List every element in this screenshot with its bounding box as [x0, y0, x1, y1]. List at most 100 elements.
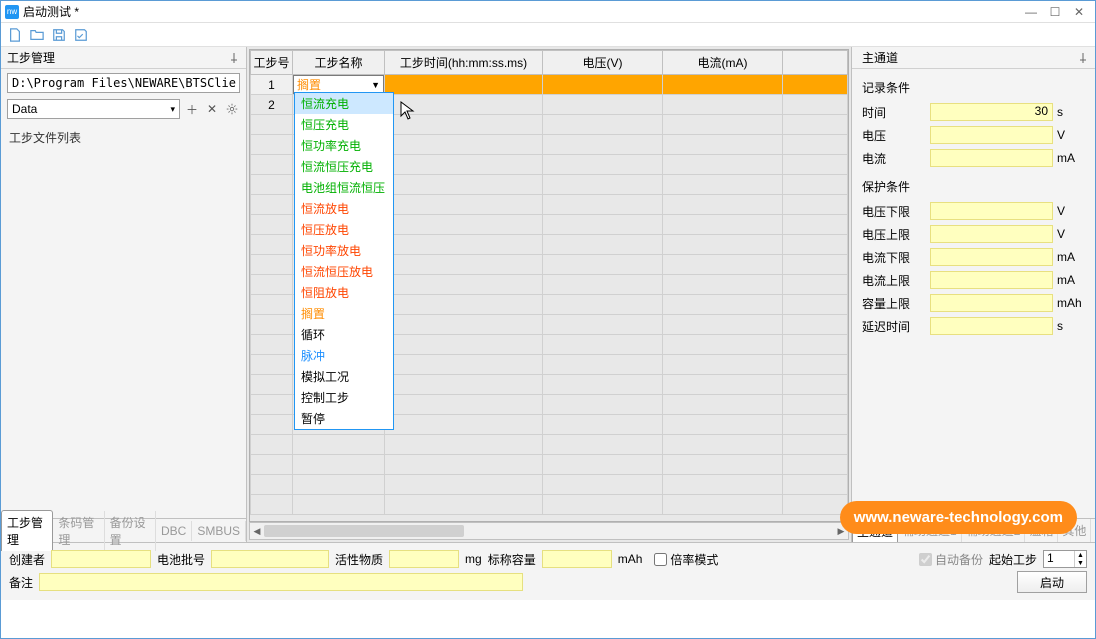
- current-unit: mA: [1057, 151, 1085, 165]
- launch-button[interactable]: 启动: [1017, 571, 1087, 593]
- maximize-button[interactable]: ☐: [1043, 4, 1067, 20]
- clow-label: 电流下限: [862, 249, 926, 266]
- battery-batch-input[interactable]: [211, 550, 329, 568]
- voltage-label: 电压: [862, 127, 926, 144]
- table-row[interactable]: [251, 495, 848, 515]
- dropdown-option[interactable]: 恒流放电: [295, 198, 393, 219]
- table-row[interactable]: [251, 455, 848, 475]
- new-file-icon[interactable]: [7, 27, 23, 43]
- col-num[interactable]: 工步号: [251, 51, 293, 75]
- cap-input[interactable]: [930, 294, 1053, 312]
- dropdown-option[interactable]: 电池组恒流恒压: [295, 177, 393, 198]
- save-as-icon[interactable]: [73, 27, 89, 43]
- nominal-cap-input[interactable]: [542, 550, 612, 568]
- open-file-icon[interactable]: [29, 27, 45, 43]
- delay-label: 延迟时间: [862, 318, 926, 335]
- time-input[interactable]: 30: [930, 103, 1053, 121]
- active-material-input[interactable]: [389, 550, 459, 568]
- dropdown-option[interactable]: 恒阻放电: [295, 282, 393, 303]
- vlow-input[interactable]: [930, 202, 1053, 220]
- col-current[interactable]: 电流(mA): [663, 51, 783, 75]
- dropdown-option[interactable]: 模拟工况: [295, 366, 393, 387]
- vlow-unit: V: [1057, 204, 1085, 218]
- rate-mode-check[interactable]: [654, 553, 667, 566]
- clow-input[interactable]: [930, 248, 1053, 266]
- dropdown-option[interactable]: 恒压充电: [295, 114, 393, 135]
- time-unit: s: [1057, 105, 1085, 119]
- step-type-dropdown[interactable]: 恒流充电恒压充电恒功率充电恒流恒压充电电池组恒流恒压恒流放电恒压放电恒功率放电恒…: [294, 92, 394, 430]
- add-button[interactable]: ＋: [184, 101, 200, 117]
- table-row[interactable]: [251, 435, 848, 455]
- col-time[interactable]: 工步时间(hh:mm:ss.ms): [385, 51, 543, 75]
- auto-backup-label: 自动备份: [935, 551, 983, 568]
- dropdown-option[interactable]: 控制工步: [295, 387, 393, 408]
- watermark: www.neware-technology.com: [840, 501, 1077, 534]
- start-step-spinner[interactable]: 1 ▲▼: [1043, 550, 1087, 568]
- tab-barcode[interactable]: 条码管理: [53, 511, 104, 551]
- chigh-input[interactable]: [930, 271, 1053, 289]
- tab-dbc[interactable]: DBC: [156, 521, 192, 541]
- table-row[interactable]: [251, 475, 848, 495]
- dropdown-option[interactable]: 恒功率充电: [295, 135, 393, 156]
- col-extra[interactable]: [783, 51, 848, 75]
- dropdown-option[interactable]: 脉冲: [295, 345, 393, 366]
- tab-smbus[interactable]: SMBUS: [192, 521, 246, 541]
- active-material-label: 活性物质: [335, 551, 383, 568]
- dropdown-option[interactable]: 恒流充电: [295, 93, 393, 114]
- creator-input[interactable]: [51, 550, 151, 568]
- chevron-down-icon: ▾: [170, 104, 175, 115]
- voltage-unit: V: [1057, 128, 1085, 142]
- pin-icon-right[interactable]: [1077, 52, 1089, 64]
- scroll-thumb[interactable]: [264, 525, 464, 537]
- col-name[interactable]: 工步名称: [293, 51, 385, 75]
- auto-backup-checkbox[interactable]: 自动备份: [919, 551, 983, 568]
- settings-gear-icon[interactable]: [224, 101, 240, 117]
- data-select[interactable]: Data ▾: [7, 99, 180, 119]
- bottom-bar: 创建者 电池批号 活性物质 mg 标称容量 mAh 倍率模式 自动备份 起始工步…: [1, 542, 1095, 600]
- dropdown-option[interactable]: 循环: [295, 324, 393, 345]
- dropdown-option[interactable]: 恒流恒压放电: [295, 261, 393, 282]
- tab-backup[interactable]: 备份设置: [105, 511, 156, 551]
- delay-input[interactable]: [930, 317, 1053, 335]
- pin-icon[interactable]: [228, 52, 240, 64]
- titlebar: nw 启动测试 * — ☐ ✕: [1, 1, 1095, 23]
- right-panel-title: 主通道: [862, 49, 898, 66]
- horizontal-scrollbar[interactable]: ◀ ▶: [249, 522, 849, 540]
- path-input[interactable]: D:\Program Files\NEWARE\BTSClie: [7, 73, 240, 93]
- nominal-cap-label: 标称容量: [488, 551, 536, 568]
- tab-step-manage[interactable]: 工步管理: [1, 510, 53, 551]
- left-panel-header: 工步管理: [1, 47, 246, 69]
- save-icon[interactable]: [51, 27, 67, 43]
- vlow-label: 电压下限: [862, 203, 926, 220]
- delete-button[interactable]: ✕: [204, 101, 220, 117]
- voltage-input[interactable]: [930, 126, 1053, 144]
- spinner-down-icon[interactable]: ▼: [1074, 559, 1086, 567]
- dropdown-option[interactable]: 搁置: [295, 303, 393, 324]
- spinner-up-icon[interactable]: ▲: [1074, 551, 1086, 559]
- scroll-left-icon[interactable]: ◀: [250, 524, 264, 538]
- right-panel: 主通道 记录条件 时间30s 电压V 电流mA 保护条件 电压下限V 电压上限V…: [851, 47, 1095, 542]
- dropdown-option[interactable]: 恒压放电: [295, 219, 393, 240]
- dropdown-option[interactable]: 暂停: [295, 408, 393, 429]
- vhigh-input[interactable]: [930, 225, 1053, 243]
- minimize-button[interactable]: —: [1019, 4, 1043, 20]
- right-panel-header: 主通道: [852, 47, 1095, 69]
- cap-label: 容量上限: [862, 295, 926, 312]
- current-input[interactable]: [930, 149, 1053, 167]
- toolbar: [1, 23, 1095, 47]
- dropdown-option[interactable]: 恒流恒压充电: [295, 156, 393, 177]
- protect-conditions-title: 保护条件: [862, 178, 1085, 195]
- rate-mode-checkbox[interactable]: 倍率模式: [654, 551, 718, 568]
- col-voltage[interactable]: 电压(V): [543, 51, 663, 75]
- app-icon: nw: [5, 5, 19, 19]
- close-button[interactable]: ✕: [1067, 4, 1091, 20]
- battery-batch-label: 电池批号: [157, 551, 205, 568]
- auto-backup-check[interactable]: [919, 553, 932, 566]
- start-step-value[interactable]: 1: [1044, 551, 1074, 567]
- record-conditions-title: 记录条件: [862, 79, 1085, 96]
- data-select-value: Data: [12, 102, 37, 116]
- remark-input[interactable]: [39, 573, 523, 591]
- file-list-label: 工步文件列表: [1, 125, 246, 150]
- dropdown-option[interactable]: 恒功率放电: [295, 240, 393, 261]
- window-title: 启动测试 *: [23, 3, 1019, 20]
